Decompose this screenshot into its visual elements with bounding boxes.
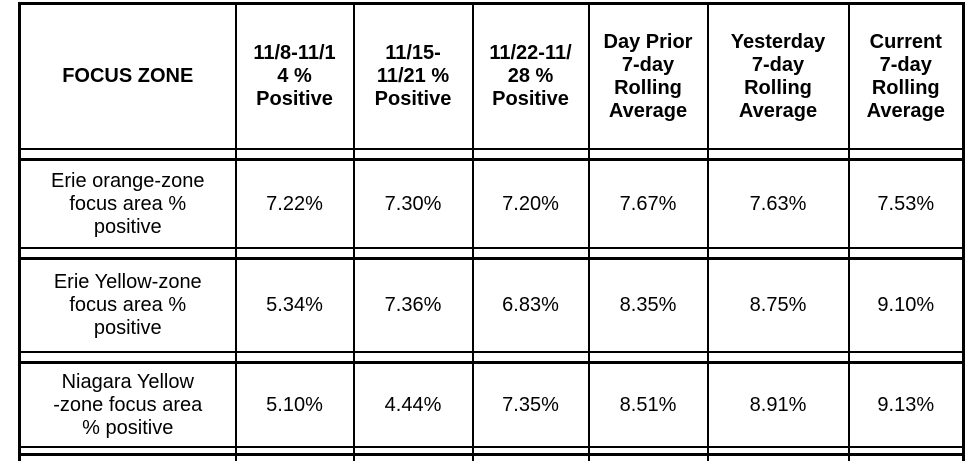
column-header-focus-zone: FOCUS ZONE — [18, 2, 237, 150]
clipped-next-row — [18, 453, 965, 461]
row-gap — [18, 149, 965, 160]
table-row-erie-yellow-zone: Erie Yellow-zone focus area % positive 5… — [18, 257, 965, 353]
table-cell: 8.51% — [587, 361, 709, 448]
column-header-day-prior-rolling-average: Day Prior 7-day Rolling Average — [587, 2, 709, 150]
row-gap — [18, 352, 965, 363]
column-header-week1-positive: 11/8-11/1 4 % Positive — [234, 2, 355, 150]
row-gap — [18, 447, 965, 455]
table-cell: 7.67% — [587, 158, 709, 249]
table-cell: 7.63% — [706, 158, 850, 249]
column-header-yesterday-rolling-average: Yesterday 7-day Rolling Average — [706, 2, 850, 150]
column-header-week2-positive: 11/15- 11/21 % Positive — [352, 2, 474, 150]
table-cell: 5.10% — [234, 361, 355, 448]
table-cell: 4.44% — [352, 361, 474, 448]
table-cell: 8.91% — [706, 361, 850, 448]
table-cell: 9.13% — [847, 361, 965, 448]
table-cell: 5.34% — [234, 257, 355, 353]
table-cell: 8.35% — [587, 257, 709, 353]
table-cell: 6.83% — [471, 257, 590, 353]
column-header-current-rolling-average: Current 7-day Rolling Average — [847, 2, 965, 150]
table-cell: 7.53% — [847, 158, 965, 249]
table-cell: 7.36% — [352, 257, 474, 353]
column-header-week3-positive: 11/22-11/ 28 % Positive — [471, 2, 590, 150]
table-cell: 8.75% — [706, 257, 850, 353]
row-label-niagara-yellow-zone: Niagara Yellow -zone focus area % positi… — [18, 361, 237, 448]
table-header-row: FOCUS ZONE 11/8-11/1 4 % Positive 11/15-… — [18, 2, 965, 150]
table-row-niagara-yellow-zone: Niagara Yellow -zone focus area % positi… — [18, 361, 965, 448]
table-cell: 7.22% — [234, 158, 355, 249]
row-gap — [18, 248, 965, 259]
table-cell: 7.30% — [352, 158, 474, 249]
table-cell: 9.10% — [847, 257, 965, 353]
table-cell: 7.20% — [471, 158, 590, 249]
row-label-erie-yellow-zone: Erie Yellow-zone focus area % positive — [18, 257, 237, 353]
table-row-erie-orange-zone: Erie orange-zone focus area % positive 7… — [18, 158, 965, 249]
row-label-erie-orange-zone: Erie orange-zone focus area % positive — [18, 158, 237, 249]
table-cell: 7.35% — [471, 361, 590, 448]
focus-zone-positivity-table: FOCUS ZONE 11/8-11/1 4 % Positive 11/15-… — [18, 2, 965, 461]
